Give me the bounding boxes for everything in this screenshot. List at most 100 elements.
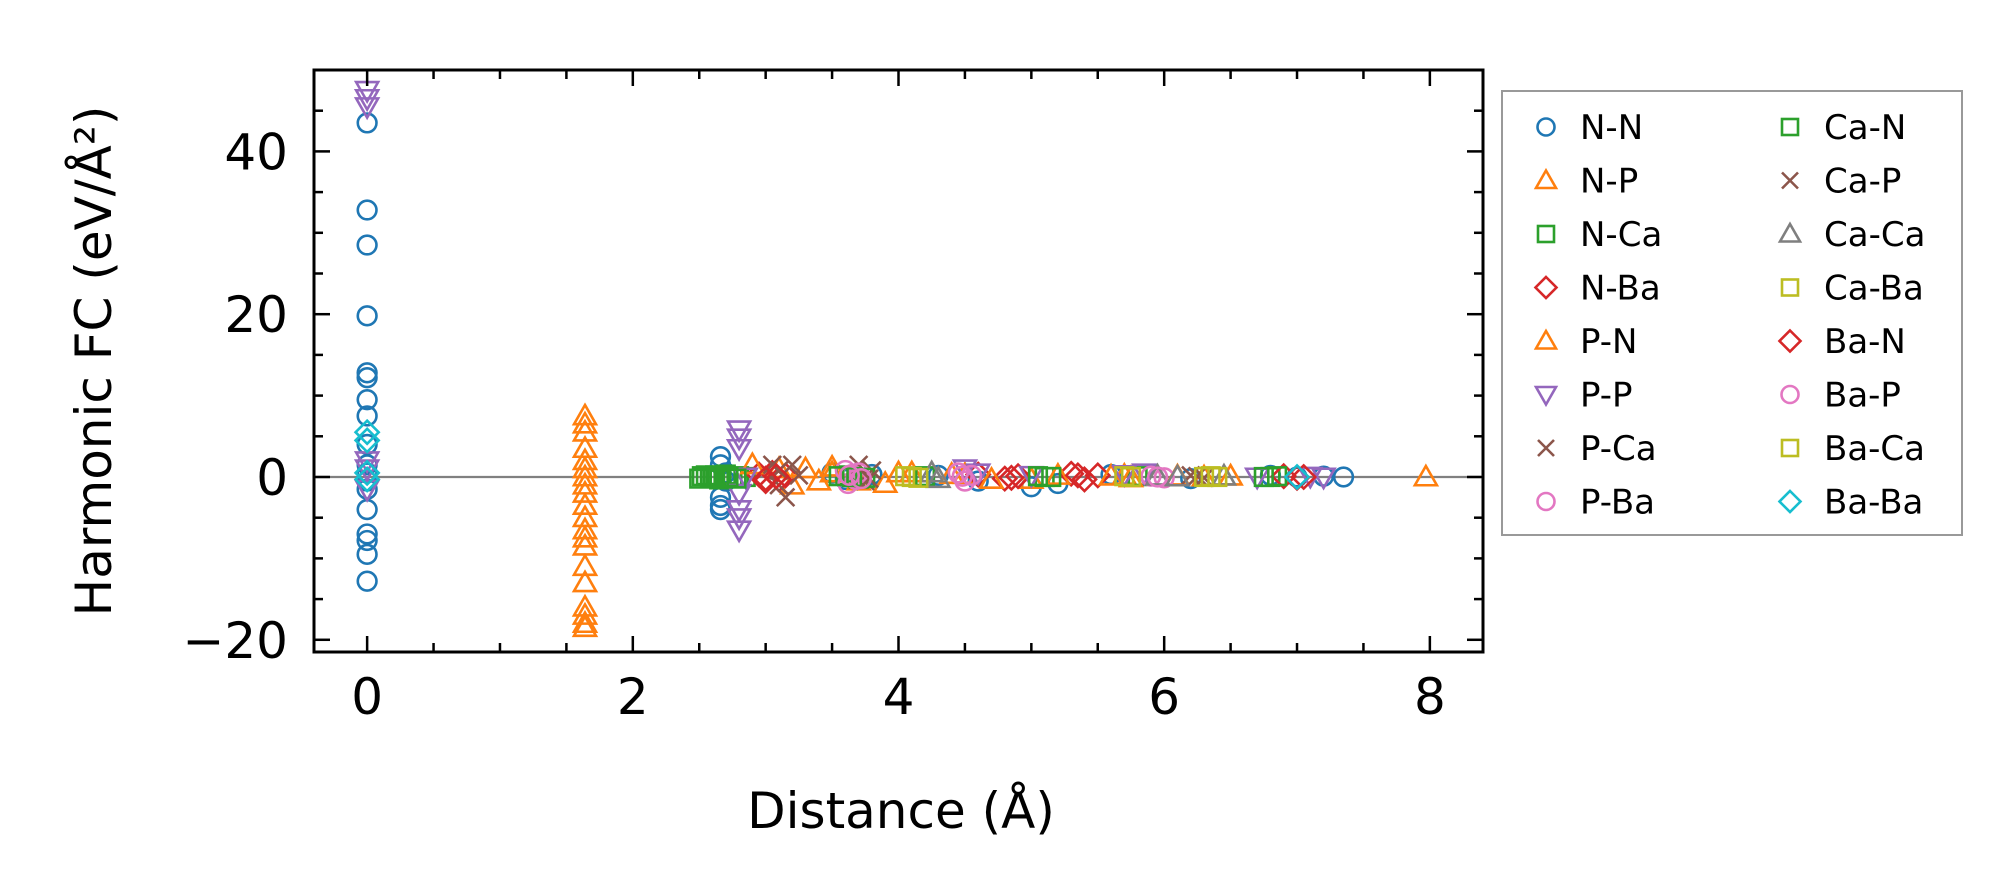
data-point [850, 467, 872, 490]
data-point [571, 455, 599, 479]
legend-label: P-Ba [1580, 483, 1655, 523]
data-point [571, 609, 599, 634]
legend-label: N-Ba [1580, 269, 1661, 309]
legend-entry: Ca-Ba [1780, 269, 1924, 309]
data-point [356, 498, 378, 521]
legend-label: P-N [1580, 322, 1637, 362]
legend-label: Ba-P [1824, 376, 1901, 416]
data-point [571, 463, 599, 487]
data-point [356, 305, 378, 327]
data-point [356, 234, 378, 256]
data-point [1310, 467, 1337, 491]
legend-marker [1536, 117, 1556, 137]
y-tick-label: −20 [182, 612, 288, 670]
legend-label: Ba-N [1824, 322, 1906, 362]
data-point [571, 613, 599, 638]
legend-marker [1533, 328, 1559, 350]
data-point [1164, 463, 1191, 487]
data-point [769, 460, 789, 481]
data-point [353, 88, 381, 113]
data-point [353, 97, 381, 121]
legend-entry: Ca-Ca [1777, 215, 1925, 255]
legend-marker [1533, 275, 1559, 300]
legend-entry: Ba-Ba [1777, 483, 1923, 523]
legend-entry: N-N [1536, 108, 1643, 148]
data-point [571, 402, 599, 426]
legend-marker [1537, 439, 1555, 457]
x-tick-label: 8 [1414, 668, 1446, 726]
data-point [1412, 463, 1440, 487]
legend-marker [1780, 384, 1800, 405]
legend-label: Ca-P [1824, 162, 1901, 202]
legend-marker [1777, 328, 1803, 354]
data-point [356, 523, 378, 545]
data-point [571, 418, 599, 442]
legend-entry: N-Ca [1536, 215, 1662, 255]
data-point [960, 464, 983, 487]
data-point [1027, 466, 1049, 487]
data-point [356, 112, 378, 134]
legend-label: Ba-Ca [1824, 429, 1925, 469]
y-axis-label: Harmonic FC (eV/Å²) [65, 106, 123, 617]
legend-marker [1536, 491, 1556, 512]
data-point [762, 462, 790, 490]
series-ba-p [838, 464, 1169, 490]
legend-entry: Ba-N [1777, 322, 1906, 362]
x-tick-label: 2 [617, 668, 649, 726]
data-point [356, 529, 378, 552]
data-point [571, 601, 599, 625]
data-point [571, 479, 599, 503]
series-ca-p [769, 460, 1208, 489]
data-point [689, 468, 710, 489]
data-point [356, 405, 378, 427]
series-ba-ca [901, 466, 1221, 488]
data-point [356, 389, 378, 411]
data-point [1057, 460, 1085, 488]
legend-entry: P-Ca [1537, 429, 1657, 469]
legend-label: Ca-N [1824, 108, 1906, 148]
data-point [571, 524, 599, 548]
data-point [356, 367, 378, 389]
data-point [1064, 461, 1092, 489]
data-point [725, 500, 753, 524]
series-ba-ba [353, 418, 1311, 493]
data-point [789, 465, 809, 486]
data-point [571, 447, 599, 471]
legend-entry: N-P [1533, 162, 1638, 202]
data-point [782, 455, 802, 475]
series-ba-n [752, 461, 1318, 493]
data-point [1187, 466, 1208, 486]
data-point [739, 451, 766, 475]
y-tick-label: 20 [224, 286, 288, 344]
legend-label: Ba-Ba [1824, 483, 1923, 523]
y-tick-label: 40 [224, 123, 288, 181]
data-point [356, 433, 378, 456]
axis-ticks [314, 70, 1483, 652]
data-point [805, 467, 833, 491]
legend-marker [1780, 278, 1800, 297]
x-tick-label: 4 [883, 668, 915, 726]
data-point [828, 466, 849, 487]
legend-entry: P-Ba [1536, 483, 1655, 523]
data-point [356, 199, 378, 221]
data-point [1194, 468, 1214, 488]
data-point [725, 420, 753, 444]
legend-marker [1777, 489, 1803, 514]
legend-entry: Ba-Ca [1780, 429, 1925, 469]
data-point [571, 516, 599, 540]
data-point [571, 410, 599, 434]
legend-entry: Ca-N [1780, 108, 1906, 148]
y-tick-label: 0 [256, 449, 288, 507]
legend-marker [1777, 221, 1803, 243]
legend-entry: P-N [1533, 322, 1637, 362]
data-point [1041, 466, 1062, 488]
legend-label: N-Ca [1580, 215, 1662, 255]
legend: N-N N-P N-Ca N-Ba P-N P-P P-Ca P-Ba Ca-N Ca-P Ca-C… [1501, 90, 1963, 536]
data-point [356, 543, 378, 565]
series-n-p [571, 402, 1440, 638]
series-n-n [356, 112, 1355, 592]
x-tick-label: 6 [1148, 668, 1180, 726]
data-point [1253, 466, 1274, 488]
data-point [925, 465, 952, 489]
data-point [1153, 467, 1175, 489]
